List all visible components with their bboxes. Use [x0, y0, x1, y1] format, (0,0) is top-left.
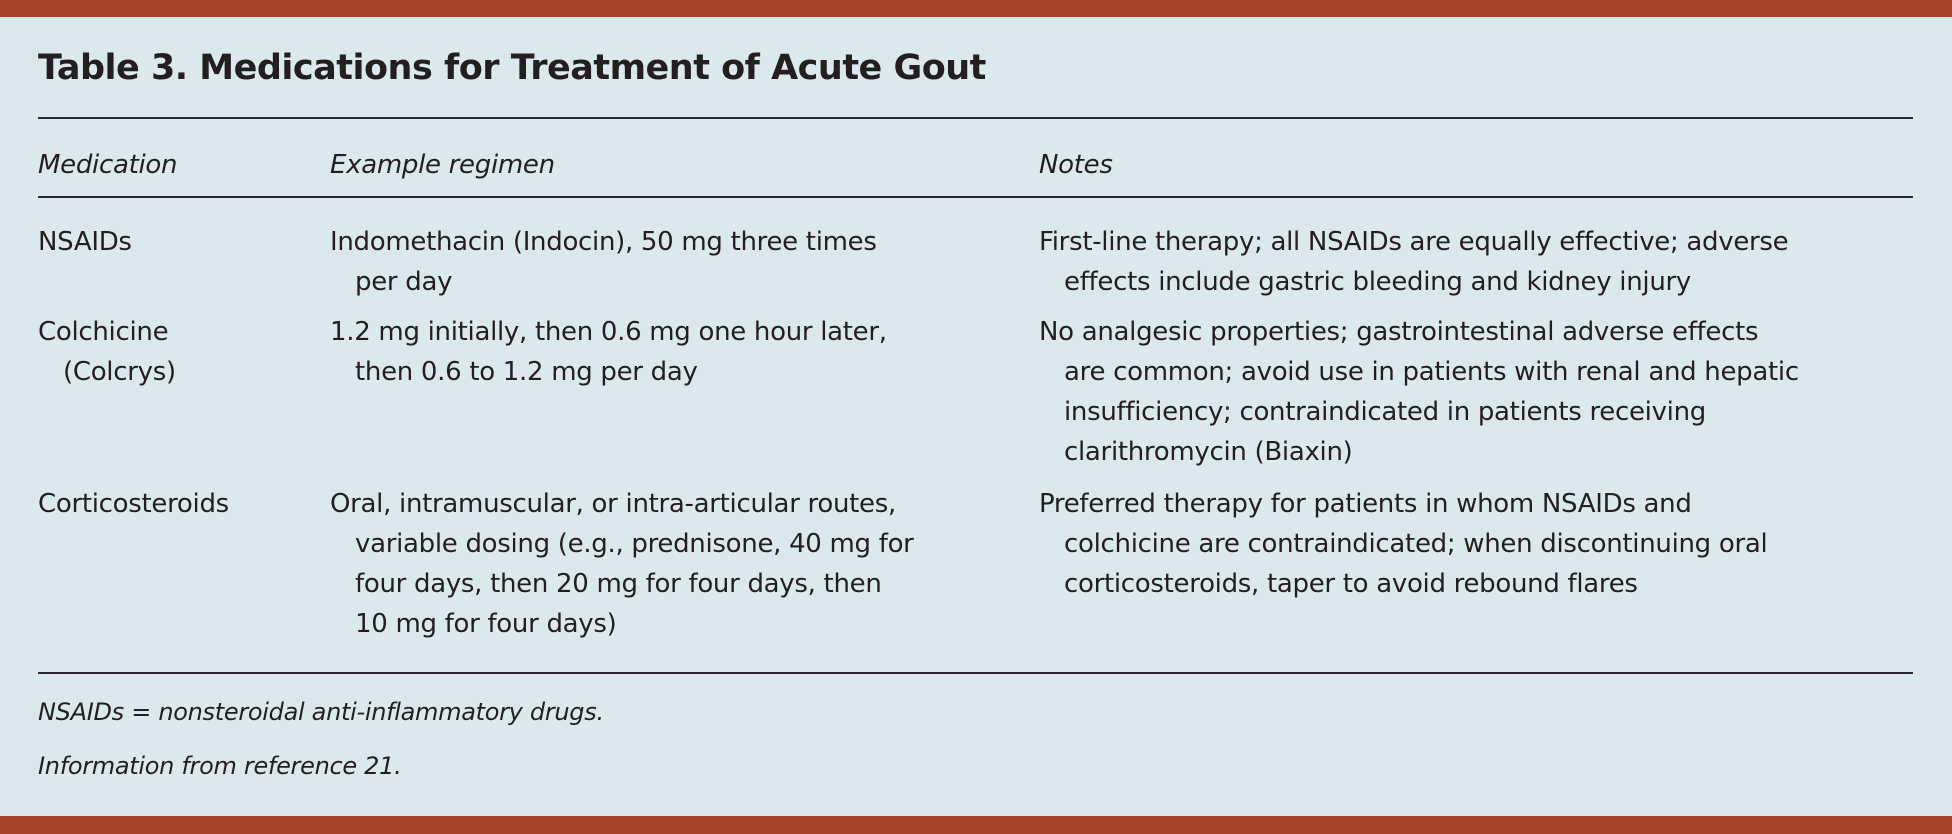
cell-line: 10 mg for four days): [355, 609, 617, 639]
header-notes: Notes: [1039, 150, 1113, 180]
bottom-accent-bar: [0, 816, 1952, 834]
table-cell-notes: Preferred therapy for patients in whom N…: [1039, 484, 1768, 604]
bottom-rule: [38, 672, 1913, 674]
cell-line: insufficiency; contraindicated in patien…: [1064, 397, 1706, 427]
table-cell-regimen: 1.2 mg initially, then 0.6 mg one hour l…: [330, 312, 887, 392]
cell-line: four days, then 20 mg for four days, the…: [355, 569, 882, 599]
header-rule: [38, 196, 1913, 198]
cell-line: colchicine are contraindicated; when dis…: [1064, 529, 1768, 559]
cell-line: Preferred therapy for patients in whom N…: [1039, 489, 1692, 519]
cell-line: per day: [355, 267, 453, 297]
header-medication: Medication: [38, 150, 178, 180]
cell-line: No analgesic properties; gastrointestina…: [1039, 317, 1759, 347]
table-title: Table 3. Medications for Treatment of Ac…: [38, 48, 986, 88]
table-cell-notes: No analgesic properties; gastrointestina…: [1039, 312, 1799, 472]
table-cell-regimen: Oral, intramuscular, or intra-articular …: [330, 484, 914, 644]
cell-line: (Colcrys): [63, 357, 176, 387]
cell-line: Colchicine: [38, 317, 169, 347]
header-regimen: Example regimen: [330, 150, 555, 180]
cell-line: Oral, intramuscular, or intra-articular …: [330, 489, 896, 519]
cell-line: clarithromycin (Biaxin): [1064, 437, 1353, 467]
cell-line: are common; avoid use in patients with r…: [1064, 357, 1799, 387]
table-cell-medication: Colchicine (Colcrys): [38, 312, 176, 392]
title-rule: [38, 117, 1913, 119]
cell-line: Corticosteroids: [38, 489, 229, 519]
table-cell-notes: First-line therapy; all NSAIDs are equal…: [1039, 222, 1789, 302]
table-cell-medication: Corticosteroids: [38, 484, 229, 524]
cell-line: variable dosing (e.g., prednisone, 40 mg…: [355, 529, 914, 559]
cell-line: 1.2 mg initially, then 0.6 mg one hour l…: [330, 317, 887, 347]
table-cell-regimen: Indomethacin (Indocin), 50 mg three time…: [330, 222, 877, 302]
cell-line: effects include gastric bleeding and kid…: [1064, 267, 1691, 297]
table-cell-medication: NSAIDs: [38, 222, 132, 262]
cell-line: Indomethacin (Indocin), 50 mg three time…: [330, 227, 877, 257]
top-accent-bar: [0, 0, 1952, 17]
cell-line: First-line therapy; all NSAIDs are equal…: [1039, 227, 1789, 257]
cell-line: then 0.6 to 1.2 mg per day: [355, 357, 698, 387]
footnote-source: Information from reference 21.: [38, 752, 402, 780]
cell-line: NSAIDs: [38, 227, 132, 257]
footnote-abbreviation: NSAIDs = nonsteroidal anti-inflammatory …: [38, 698, 604, 726]
cell-line: corticosteroids, taper to avoid rebound …: [1064, 569, 1638, 599]
